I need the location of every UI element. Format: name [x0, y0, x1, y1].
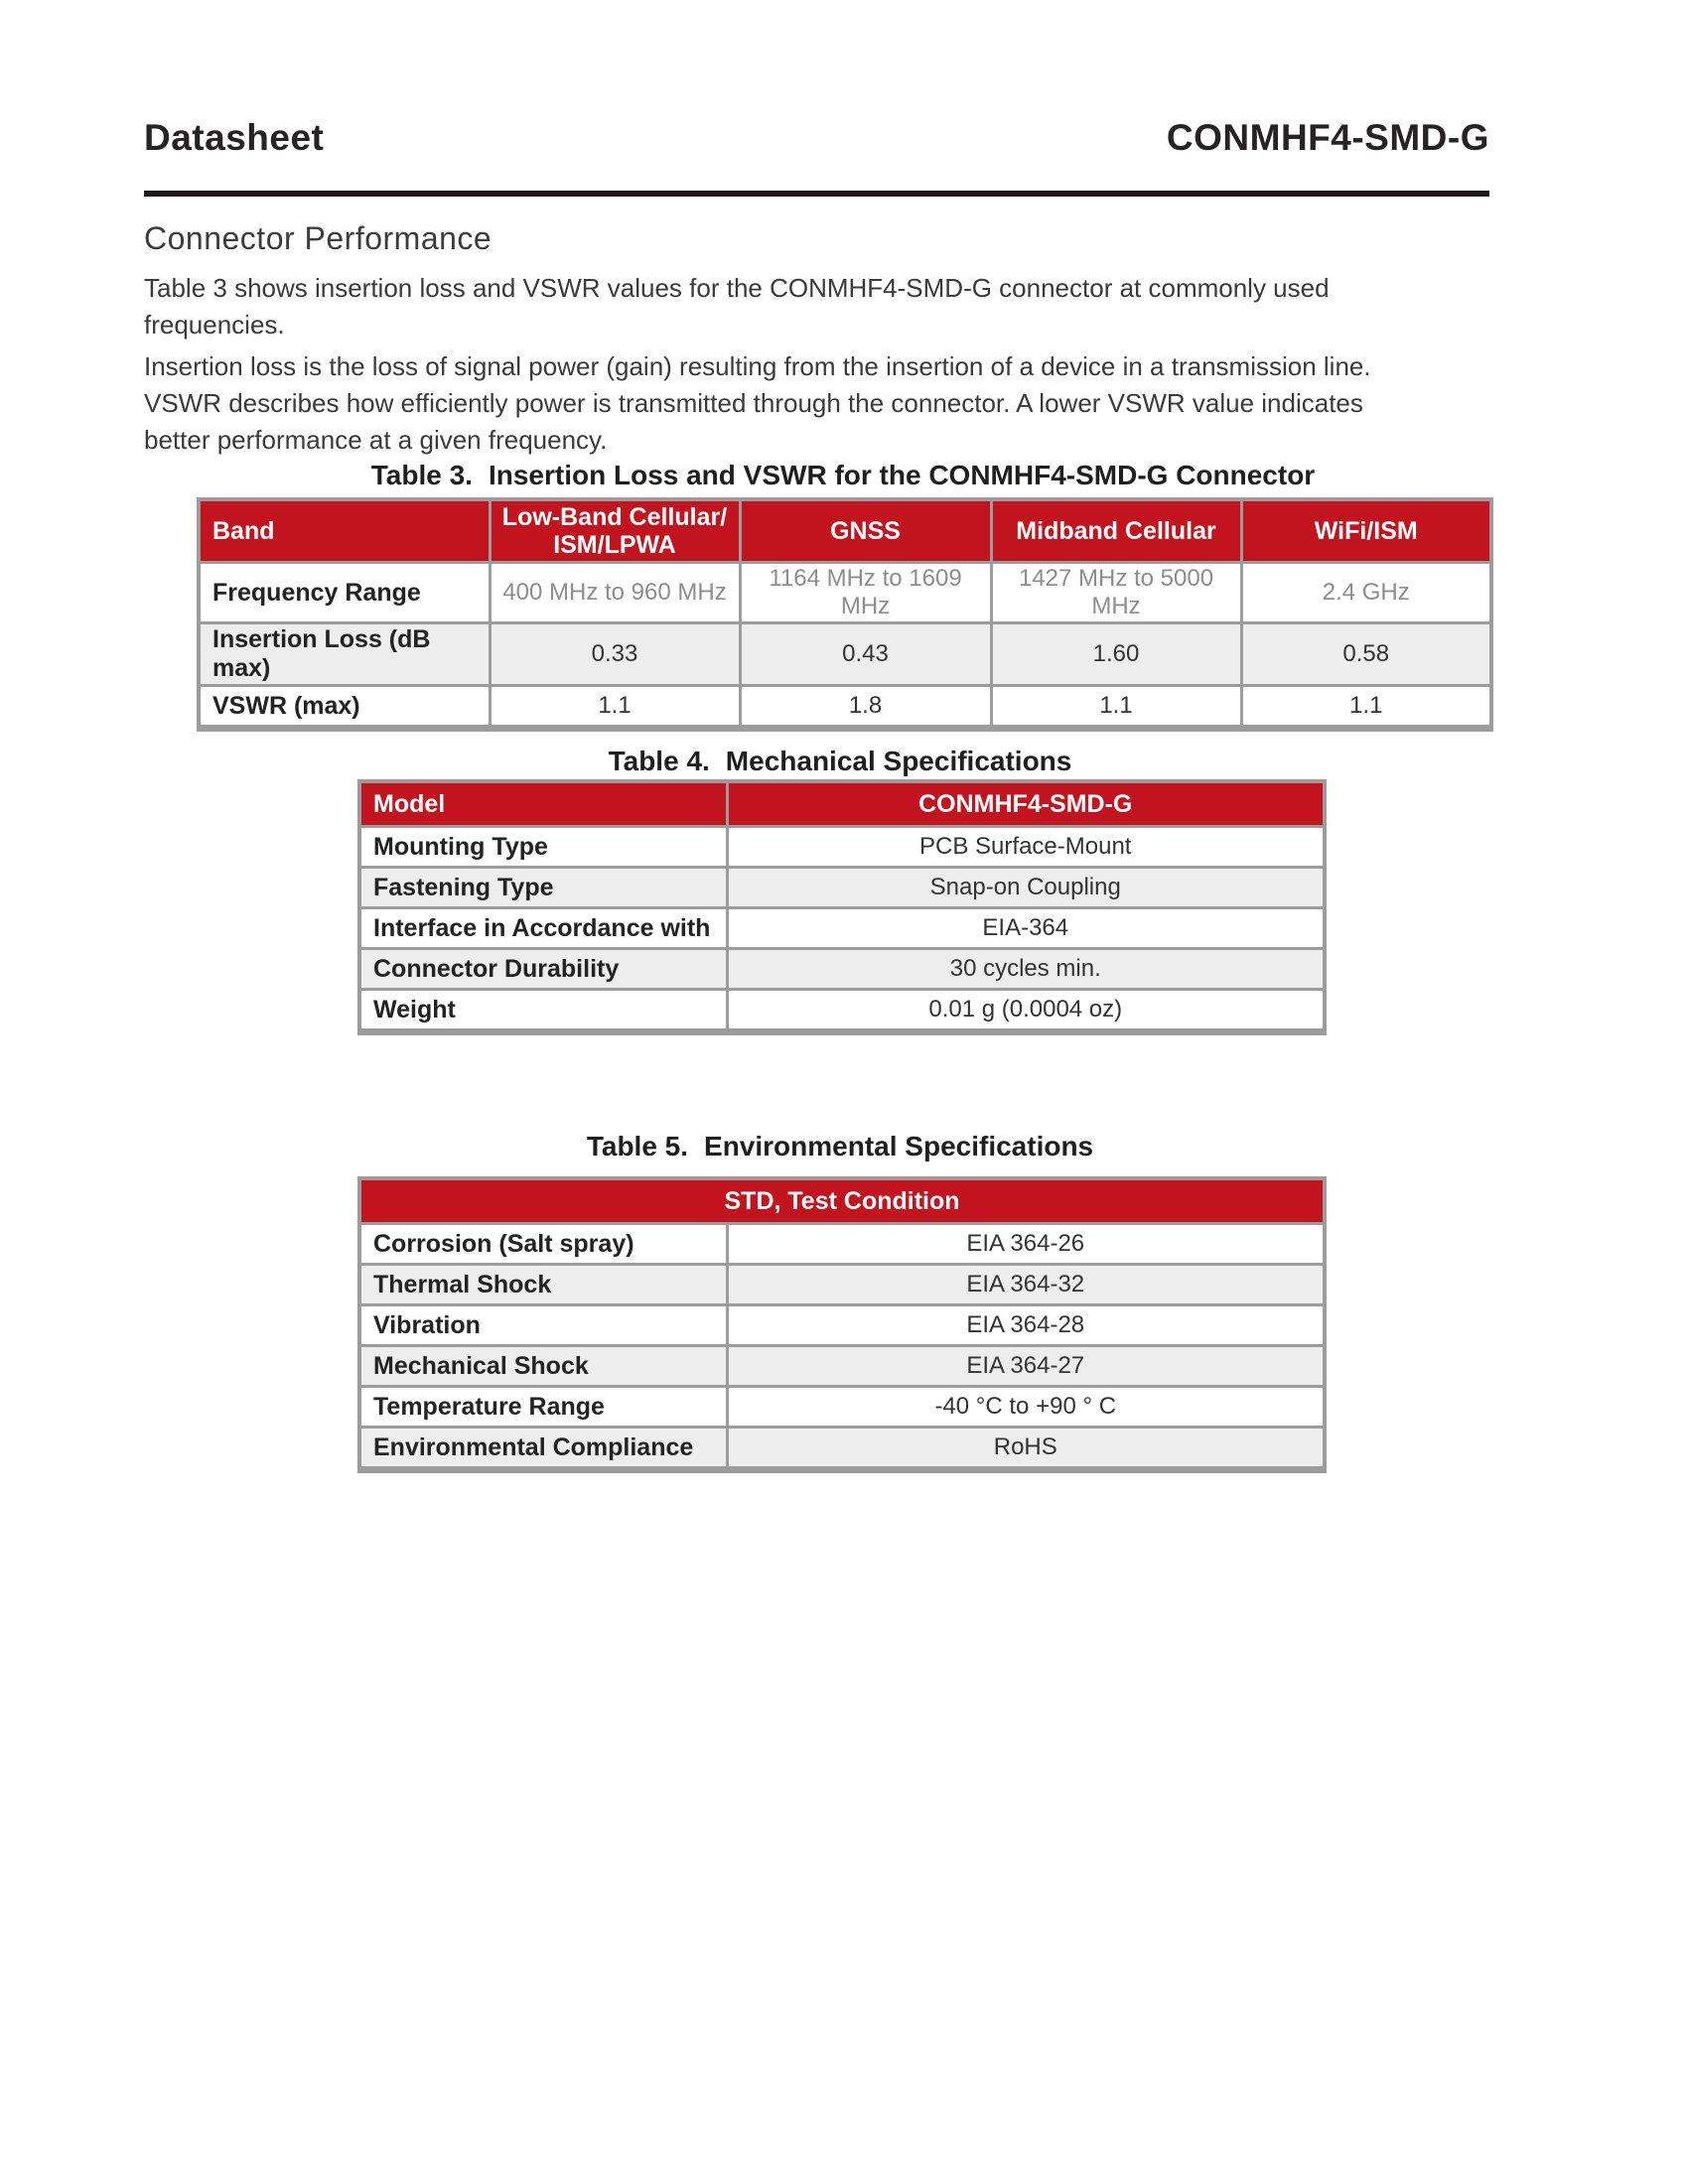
cell-value: 1164 MHz to 1609 MHz — [738, 561, 993, 624]
cell-value: 2.4 GHz — [1239, 561, 1493, 624]
cell-value: 30 cycles min. — [725, 947, 1327, 991]
column-header-wifi-ism: WiFi/ISM — [1239, 497, 1493, 564]
row-label: VSWR (max) — [197, 684, 492, 730]
table3-caption-title: Insertion Loss and VSWR for the CONMHF4-… — [488, 460, 1316, 490]
table-row-interface: Interface in Accordance with EIA-364 — [357, 906, 1327, 950]
cell-value: EIA 364-32 — [725, 1263, 1327, 1306]
cell-value: 1.1 — [989, 684, 1243, 730]
column-header-midband-cellular: Midband Cellular — [989, 497, 1243, 564]
table-row-thermal-shock: Thermal Shock EIA 364-32 — [357, 1263, 1327, 1306]
column-header-lowband-cellular: Low-Band Cellular/ ISM/LPWA — [488, 497, 742, 564]
column-header-std-test-condition: STD, Test Condition — [357, 1176, 1327, 1225]
cell-value: 0.33 — [488, 621, 742, 687]
table4-caption-label: Table 4. — [608, 746, 710, 776]
column-header-product: CONMHF4-SMD-G — [725, 779, 1327, 828]
table3-caption-label: Table 3. — [370, 460, 473, 490]
paragraph-line: Insertion loss is the loss of signal pow… — [144, 351, 1371, 381]
row-label: Mounting Type — [357, 825, 729, 869]
header-divider — [144, 191, 1489, 197]
cell-value: 1.60 — [989, 621, 1243, 687]
cell-value: 1.1 — [1239, 684, 1493, 730]
table-row-mechanical-shock: Mechanical Shock EIA 364-27 — [357, 1344, 1327, 1388]
product-title: CONMHF4-SMD-G — [1166, 117, 1489, 158]
paragraph-line: VSWR describes how efficiently power is … — [144, 388, 1363, 418]
cell-value: 0.01 g (0.0004 oz) — [725, 988, 1327, 1033]
intro-paragraph: Table 3 shows insertion loss and VSWR va… — [144, 270, 1514, 343]
row-label: Vibration — [357, 1303, 729, 1347]
cell-value: EIA 364-27 — [725, 1344, 1327, 1388]
table-row-weight: Weight 0.01 g (0.0004 oz) — [357, 988, 1327, 1033]
paragraph-line: frequencies. — [144, 310, 285, 340]
insertion-loss-vswr-table: Band Low-Band Cellular/ ISM/LPWA GNSS Mi… — [197, 497, 1493, 732]
row-label: Corrosion (Salt spray) — [357, 1222, 729, 1266]
column-header-model: Model — [357, 779, 729, 828]
page-header: Datasheet CONMHF4-SMD-G — [144, 117, 1489, 159]
cell-value: -40 °C to +90 ° C — [725, 1385, 1327, 1429]
table-row-vibration: Vibration EIA 364-28 — [357, 1303, 1327, 1347]
row-label: Mechanical Shock — [357, 1344, 729, 1388]
row-label: Temperature Range — [357, 1385, 729, 1429]
table-row-frequency-range: Frequency Range 400 MHz to 960 MHz 1164 … — [197, 561, 1493, 624]
table-row-connector-durability: Connector Durability 30 cycles min. — [357, 947, 1327, 991]
table4-caption: Table 4. Mechanical Specifications — [357, 746, 1323, 777]
environmental-specifications-table: STD, Test Condition Corrosion (Salt spra… — [357, 1176, 1328, 1473]
mechanical-specifications-table: Model CONMHF4-SMD-G Mounting Type PCB Su… — [357, 779, 1327, 1035]
cell-value: 0.43 — [738, 621, 993, 687]
row-label: Thermal Shock — [357, 1263, 729, 1306]
definition-paragraph: Insertion loss is the loss of signal pow… — [144, 348, 1514, 459]
paragraph-line: better performance at a given frequency. — [144, 425, 608, 455]
cell-value: EIA 364-28 — [725, 1303, 1327, 1347]
table-row-vswr: VSWR (max) 1.1 1.8 1.1 1.1 — [197, 684, 1493, 730]
row-label: Insertion Loss (dB max) — [197, 621, 492, 687]
table5-caption-label: Table 5. — [586, 1131, 689, 1161]
cell-value: 0.58 — [1239, 621, 1493, 687]
cell-value: Snap-on Coupling — [725, 866, 1327, 909]
row-label: Fastening Type — [357, 866, 729, 909]
cell-value: EIA-364 — [725, 906, 1327, 950]
table-header-row: Model CONMHF4-SMD-G — [357, 779, 1327, 828]
table-row-environmental-compliance: Environmental Compliance RoHS — [357, 1426, 1327, 1471]
table5-caption-title: Environmental Specifications — [704, 1131, 1094, 1161]
table3-caption: Table 3. Insertion Loss and VSWR for the … — [197, 460, 1489, 491]
table-row-corrosion: Corrosion (Salt spray) EIA 364-26 — [357, 1222, 1327, 1266]
cell-value: 1.8 — [738, 684, 993, 730]
column-header-band: Band — [197, 497, 492, 564]
table-header-row: STD, Test Condition — [357, 1176, 1327, 1225]
table-row-fastening-type: Fastening Type Snap-on Coupling — [357, 866, 1327, 909]
table-row-temperature-range: Temperature Range -40 °C to +90 ° C — [357, 1385, 1327, 1429]
row-label: Connector Durability — [357, 947, 729, 991]
table4-caption-title: Mechanical Specifications — [725, 746, 1072, 776]
cell-value: 1427 MHz to 5000 MHz — [989, 561, 1243, 624]
section-title: Connector Performance — [144, 220, 492, 256]
cell-value: 400 MHz to 960 MHz — [488, 561, 742, 624]
doc-type-title: Datasheet — [144, 117, 325, 158]
paragraph-line: Table 3 shows insertion loss and VSWR va… — [144, 273, 1330, 303]
row-label: Environmental Compliance — [357, 1426, 729, 1471]
table-header-row: Band Low-Band Cellular/ ISM/LPWA GNSS Mi… — [197, 497, 1493, 564]
row-label: Weight — [357, 988, 729, 1033]
cell-value: PCB Surface-Mount — [725, 825, 1327, 869]
cell-value: EIA 364-26 — [725, 1222, 1327, 1266]
column-header-gnss: GNSS — [738, 497, 993, 564]
cell-value: RoHS — [725, 1426, 1327, 1471]
table5-caption: Table 5. Environmental Specifications — [357, 1131, 1323, 1162]
table-row-insertion-loss: Insertion Loss (dB max) 0.33 0.43 1.60 0… — [197, 621, 1493, 687]
row-label: Interface in Accordance with — [357, 906, 729, 950]
row-label: Frequency Range — [197, 561, 492, 624]
cell-value: 1.1 — [488, 684, 742, 730]
table-row-mounting-type: Mounting Type PCB Surface-Mount — [357, 825, 1327, 869]
